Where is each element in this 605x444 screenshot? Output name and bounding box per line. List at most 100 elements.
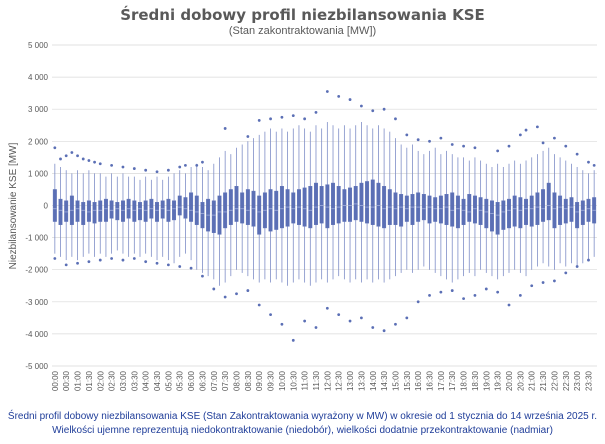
y-tick-label: 3 000: [28, 105, 49, 114]
outlier-point: [184, 163, 187, 167]
outlier-point: [416, 138, 420, 142]
outlier-point: [121, 165, 125, 169]
outlier-point: [87, 260, 91, 264]
box: [211, 200, 216, 233]
outlier-point: [428, 293, 431, 297]
box: [109, 200, 114, 219]
box-series: [52, 122, 597, 286]
box: [410, 194, 415, 225]
outlier-point: [382, 329, 386, 333]
box: [138, 202, 142, 221]
box: [427, 195, 432, 224]
x-tick-label: 06:00: [187, 370, 196, 391]
outlier-point: [592, 163, 596, 167]
box: [331, 182, 335, 225]
box: [234, 186, 239, 222]
x-tick-label: 20:00: [505, 370, 514, 391]
box: [257, 195, 262, 235]
outlier-point: [303, 117, 307, 121]
box: [433, 197, 438, 222]
box: [348, 187, 353, 222]
x-tick-label: 18:30: [471, 370, 480, 391]
x-tick-label: 14:30: [380, 370, 389, 391]
box: [189, 192, 194, 222]
box: [359, 182, 364, 222]
box: [569, 197, 574, 222]
x-tick-label: 00:00: [51, 370, 60, 391]
outlier-point: [439, 136, 443, 140]
box: [98, 200, 103, 222]
box: [518, 197, 523, 229]
box: [455, 195, 460, 229]
outlier-point: [524, 128, 528, 132]
box: [575, 202, 580, 229]
box: [325, 184, 330, 229]
box: [240, 192, 245, 224]
box: [228, 189, 233, 225]
x-tick-label: 06:30: [198, 370, 207, 391]
outlier-points: [53, 90, 596, 342]
x-tick-label: 17:30: [448, 370, 457, 391]
x-tick-label: 12:30: [335, 370, 344, 391]
gridlines: [52, 44, 597, 367]
x-axis-ticks: 00:00 00:30 01:00 01:30 02:00 02:30 03:00 03:30…: [51, 370, 594, 391]
x-tick-label: 13:00: [346, 370, 355, 391]
x-tick-label: 20:30: [516, 370, 525, 391]
box: [467, 194, 472, 222]
outlier-point: [132, 257, 136, 260]
box: [501, 200, 506, 230]
x-tick-label: 22:00: [550, 370, 559, 391]
outlier-point: [348, 98, 352, 101]
box: [484, 198, 489, 229]
outlier-point: [178, 165, 182, 169]
outlier-point: [110, 257, 114, 260]
outlier-point: [325, 90, 329, 93]
outlier-point: [269, 313, 272, 317]
box: [370, 179, 375, 225]
box: [365, 181, 370, 224]
outlier-point: [587, 160, 590, 164]
outlier-point: [416, 300, 420, 304]
box: [92, 202, 97, 224]
outlier-point: [76, 261, 79, 265]
outlier-point: [428, 139, 431, 143]
x-tick-label: 10:30: [289, 370, 298, 391]
box: [450, 192, 455, 227]
outlier-point: [53, 146, 57, 150]
outlier-point: [518, 133, 522, 137]
x-tick-label: 08:30: [244, 370, 253, 391]
box: [183, 197, 188, 219]
y-tick-label: -1 000: [25, 234, 48, 243]
box: [132, 200, 137, 222]
box: [552, 192, 557, 229]
outlier-point: [564, 144, 568, 148]
box: [535, 192, 540, 225]
x-tick-label: 16:30: [426, 370, 435, 391]
outlier-point: [257, 119, 261, 122]
y-axis-ticks: -5 000 -4 000 -3 000 -2 000 -1 000 0 1 000 2 00…: [25, 41, 48, 371]
outlier-point: [394, 117, 397, 121]
box: [194, 195, 199, 225]
outlier-point: [553, 279, 556, 283]
box: [512, 195, 517, 227]
x-tick-label: 03:30: [130, 370, 139, 391]
x-tick-label: 16:00: [414, 370, 423, 391]
x-tick-label: 18:00: [460, 370, 469, 391]
outlier-point: [223, 127, 227, 130]
box: [121, 200, 125, 222]
outlier-point: [246, 289, 250, 292]
outlier-point: [64, 154, 68, 158]
chart-title: Średni dobowy profil niezbilansowania KS…: [120, 6, 485, 24]
outlier-point: [110, 163, 114, 167]
box: [115, 202, 120, 221]
x-tick-label: 07:30: [221, 370, 230, 391]
outlier-point: [64, 263, 68, 267]
box: [279, 186, 284, 229]
x-tick-label: 12:00: [323, 370, 332, 391]
outlier-point: [201, 274, 204, 278]
box: [490, 200, 494, 232]
y-tick-label: -5 000: [25, 362, 48, 371]
box: [399, 194, 404, 227]
x-tick-label: 23:00: [573, 370, 582, 391]
